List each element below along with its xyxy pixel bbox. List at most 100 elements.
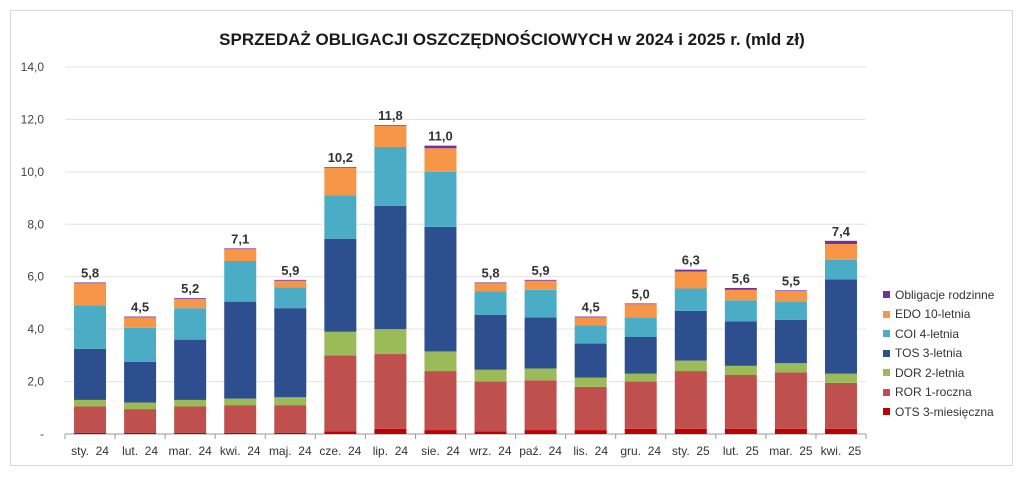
bar-segment xyxy=(374,205,407,330)
bar-segment xyxy=(524,280,557,290)
bar-segment xyxy=(474,381,507,432)
legend-item: Obligacje rodzinne xyxy=(883,285,994,305)
bar-segment xyxy=(774,290,807,292)
bar-segment xyxy=(474,282,507,284)
bar-segment xyxy=(574,343,607,378)
total-label: 7,1 xyxy=(231,231,249,246)
bar-segment xyxy=(174,298,207,299)
bar-segment xyxy=(474,283,507,292)
total-label: 5,5 xyxy=(782,273,800,288)
legend-swatch xyxy=(883,369,890,377)
bar-segment xyxy=(124,361,157,403)
bar-segment xyxy=(624,428,657,434)
bar-segment xyxy=(374,354,407,429)
bar-segment xyxy=(124,409,157,433)
legend-label: OTS 3-miesięczna xyxy=(895,404,994,419)
legend-swatch xyxy=(883,349,890,357)
legend-item: EDO 10-letnia xyxy=(883,305,994,325)
bar-segment xyxy=(574,316,607,318)
bar-segment xyxy=(74,432,107,434)
x-tick-label: paź. 24 xyxy=(519,444,562,458)
x-tick-label: lut. 24 xyxy=(122,444,158,458)
bar-segment xyxy=(574,325,607,344)
bar-segment xyxy=(724,289,757,301)
bar-segment xyxy=(674,269,707,272)
bar-segment xyxy=(624,303,657,305)
y-tick-label: 14,0 xyxy=(21,60,45,74)
bar-segment xyxy=(624,373,657,382)
x-tick-label: sie. 24 xyxy=(421,444,460,458)
bar-segment xyxy=(224,432,257,434)
legend-item: DOR 2-letnia xyxy=(883,363,994,383)
bar-segment xyxy=(274,279,307,281)
x-tick-label: cze. 24 xyxy=(319,444,361,458)
total-label: 4,5 xyxy=(131,300,149,315)
bar-segment xyxy=(174,406,207,433)
total-label: 4,5 xyxy=(582,300,600,315)
bar-segment xyxy=(274,287,307,309)
y-tick-label: 4,0 xyxy=(27,322,44,336)
bar-segment xyxy=(324,355,357,432)
legend: Obligacje rodzinne EDO 10-letnia COI 4-let… xyxy=(883,285,994,422)
x-tick-label: lip. 24 xyxy=(373,444,409,458)
bar-segment xyxy=(174,432,207,434)
legend-label: DOR 2-letnia xyxy=(895,365,965,380)
bar-segment xyxy=(424,148,457,172)
legend-item: OTS 3-miesięczna xyxy=(883,402,994,422)
bar-segment xyxy=(174,308,207,340)
bar-segment xyxy=(424,171,457,227)
bar-segment xyxy=(774,372,807,429)
bar-segment xyxy=(724,287,757,290)
bar-segment xyxy=(224,260,257,302)
x-tick-label: sty. 25 xyxy=(672,444,710,458)
bar-segment xyxy=(274,432,307,434)
bar-segment xyxy=(574,386,607,431)
bar-segment xyxy=(824,259,857,280)
legend-label: COI 4-letnia xyxy=(895,326,960,341)
x-tick-label: gru. 24 xyxy=(620,444,661,458)
legend-item: ROR 1-roczna xyxy=(883,383,994,403)
bar-segment xyxy=(474,431,507,434)
x-tick-label: lut. 25 xyxy=(723,444,759,458)
x-tick-label: lis. 24 xyxy=(573,444,608,458)
bar-segment xyxy=(574,430,607,434)
bar-segment xyxy=(524,317,557,369)
bar-segment xyxy=(674,371,707,429)
bar-segment xyxy=(524,368,557,381)
bar-segment xyxy=(774,363,807,373)
bar-segment xyxy=(424,145,457,149)
bar-segment xyxy=(74,283,107,306)
total-label: 10,2 xyxy=(328,150,353,165)
bars xyxy=(74,125,857,434)
bar-segment xyxy=(724,365,757,376)
bar-segment xyxy=(774,301,807,320)
legend-label: EDO 10-letnia xyxy=(895,307,971,322)
bar-segment xyxy=(374,329,407,355)
bar-segment xyxy=(174,339,207,400)
total-label: 5,0 xyxy=(632,286,650,301)
bar-segment xyxy=(224,301,257,399)
bar-segment xyxy=(74,406,107,433)
bar-segment xyxy=(724,300,757,322)
bar-segment xyxy=(674,360,707,372)
bar-segment xyxy=(824,279,857,374)
bar-segment xyxy=(324,195,357,239)
legend-swatch xyxy=(883,310,890,318)
total-label: 6,3 xyxy=(682,253,700,268)
bar-segment xyxy=(474,291,507,315)
bar-segment xyxy=(374,125,407,147)
bar-segment xyxy=(724,375,757,429)
bar-segment xyxy=(324,331,357,356)
bar-segment xyxy=(574,377,607,387)
bar-segment xyxy=(624,381,657,429)
legend-swatch xyxy=(883,388,890,396)
x-tick-label: sty. 24 xyxy=(71,444,109,458)
bar-segment xyxy=(824,382,857,429)
bar-segment xyxy=(74,348,107,400)
legend-label: TOS 3-letnia xyxy=(895,346,963,361)
x-tick-label: kwi. 24 xyxy=(220,444,261,458)
bar-segment xyxy=(124,316,157,318)
bar-segment xyxy=(124,402,157,410)
bar-segment xyxy=(74,399,107,407)
